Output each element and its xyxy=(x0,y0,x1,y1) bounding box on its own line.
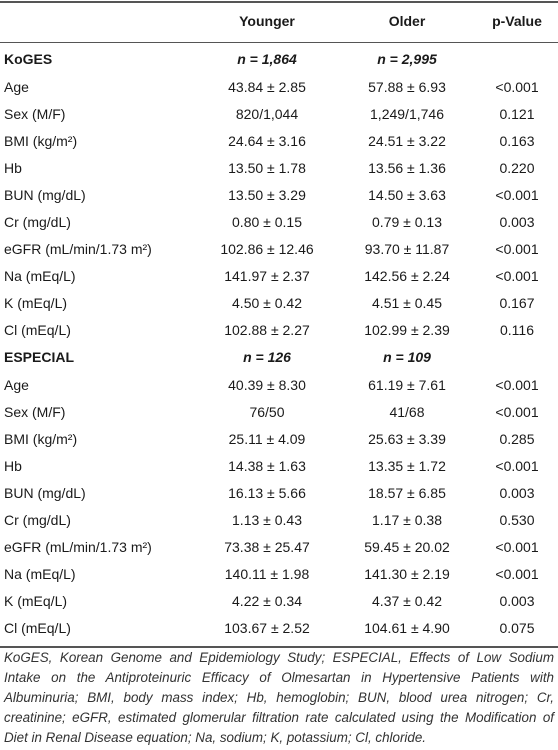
cell-value: 25.11 ± 4.09 xyxy=(228,431,306,447)
cell-value: 141.97 ± 2.37 xyxy=(224,268,310,284)
header-rule xyxy=(0,42,558,43)
row-label: BUN (mg/dL) xyxy=(4,187,86,203)
row-label: BMI (kg/m²) xyxy=(4,133,78,149)
row-label: BMI (kg/m²) xyxy=(4,431,78,447)
p-value: 0.003 xyxy=(499,485,535,501)
bottom-rule xyxy=(0,646,558,648)
cell-value: 4.50 ± 0.42 xyxy=(232,295,302,311)
cell-value: 14.50 ± 3.63 xyxy=(368,187,446,203)
row-label: BUN (mg/dL) xyxy=(4,485,86,501)
row-label: K (mEq/L) xyxy=(4,593,68,609)
group-size: n = 2,995 xyxy=(377,51,437,67)
row-label: Na (mEq/L) xyxy=(4,268,76,284)
row-label: Hb xyxy=(4,458,22,474)
cell-value: 13.35 ± 1.72 xyxy=(368,458,446,474)
cell-value: 59.45 ± 20.02 xyxy=(364,539,450,555)
row-label: K (mEq/L) xyxy=(4,295,68,311)
p-value: <0.001 xyxy=(495,458,539,474)
group-size: n = 126 xyxy=(243,349,291,365)
column-header: Younger xyxy=(239,13,295,29)
p-value: 0.530 xyxy=(499,512,535,528)
p-value: <0.001 xyxy=(495,268,539,284)
row-label: Sex (M/F) xyxy=(4,404,66,420)
cell-value: 14.38 ± 1.63 xyxy=(228,458,306,474)
cell-value: 0.80 ± 0.15 xyxy=(232,214,302,230)
p-value: 0.163 xyxy=(499,133,535,149)
cell-value: 102.86 ± 12.46 xyxy=(220,241,314,257)
p-value: <0.001 xyxy=(495,187,539,203)
row-label: Cl (mEq/L) xyxy=(4,322,71,338)
cell-value: 24.51 ± 3.22 xyxy=(368,133,446,149)
cell-value: 25.63 ± 3.39 xyxy=(368,431,446,447)
cell-value: 13.50 ± 1.78 xyxy=(228,160,306,176)
cell-value: 13.50 ± 3.29 xyxy=(228,187,306,203)
cell-value: 103.67 ± 2.52 xyxy=(224,620,310,636)
cell-value: 0.79 ± 0.13 xyxy=(372,214,442,230)
cell-value: 1,249/1,746 xyxy=(370,106,444,122)
cell-value: 76/50 xyxy=(249,404,285,420)
footnote: KoGES, Korean Genome and Epidemiology St… xyxy=(4,650,554,745)
p-value: <0.001 xyxy=(495,377,539,393)
row-label: eGFR (mL/min/1.73 m²) xyxy=(4,241,152,257)
row-label: Age xyxy=(4,79,29,95)
cell-value: 24.64 ± 3.16 xyxy=(228,133,306,149)
row-label: Age xyxy=(4,377,29,393)
row-label: Cr (mg/dL) xyxy=(4,512,71,528)
cell-value: 820/1,044 xyxy=(235,106,299,122)
cell-value: 104.61 ± 4.90 xyxy=(364,620,450,636)
cell-value: 1.13 ± 0.43 xyxy=(232,512,302,528)
row-label: Hb xyxy=(4,160,22,176)
p-value: 0.003 xyxy=(499,214,535,230)
row-label: eGFR (mL/min/1.73 m²) xyxy=(4,539,152,555)
p-value: 0.003 xyxy=(499,593,535,609)
p-value: <0.001 xyxy=(495,79,539,95)
group-size: n = 1,864 xyxy=(237,51,297,67)
row-label: Cl (mEq/L) xyxy=(4,620,71,636)
cell-value: 4.37 ± 0.42 xyxy=(372,593,442,609)
p-value: <0.001 xyxy=(495,404,539,420)
cell-value: 18.57 ± 6.85 xyxy=(368,485,446,501)
cell-value: 61.19 ± 7.61 xyxy=(368,377,446,393)
cell-value: 43.84 ± 2.85 xyxy=(228,79,306,95)
group-size: n = 109 xyxy=(383,349,431,365)
section-label: ESPECIAL xyxy=(4,349,75,365)
p-value: 0.075 xyxy=(499,620,535,636)
p-value: <0.001 xyxy=(495,539,539,555)
cell-value: 102.99 ± 2.39 xyxy=(364,322,450,338)
cell-value: 40.39 ± 8.30 xyxy=(228,377,306,393)
column-header: Older xyxy=(388,13,426,29)
cell-value: 4.51 ± 0.45 xyxy=(372,295,442,311)
cell-value: 1.17 ± 0.38 xyxy=(372,512,442,528)
p-value: 0.121 xyxy=(499,106,535,122)
cell-value: 16.13 ± 5.66 xyxy=(228,485,306,501)
top-rule xyxy=(0,1,558,3)
cell-value: 141.30 ± 2.19 xyxy=(364,566,450,582)
section-label: KoGES xyxy=(4,51,53,67)
p-value: <0.001 xyxy=(495,566,539,582)
row-label: Na (mEq/L) xyxy=(4,566,76,582)
p-value: <0.001 xyxy=(495,241,539,257)
p-value: 0.220 xyxy=(499,160,535,176)
p-value: 0.167 xyxy=(499,295,535,311)
cell-value: 93.70 ± 11.87 xyxy=(364,241,450,257)
cell-value: 13.56 ± 1.36 xyxy=(368,160,446,176)
column-header: p-Value xyxy=(492,13,542,29)
cell-value: 57.88 ± 6.93 xyxy=(368,79,446,95)
cell-value: 41/68 xyxy=(389,404,425,420)
cell-value: 73.38 ± 25.47 xyxy=(224,539,310,555)
cell-value: 140.11 ± 1.98 xyxy=(224,566,310,582)
cell-value: 4.22 ± 0.34 xyxy=(232,593,302,609)
p-value: 0.116 xyxy=(500,322,534,338)
cell-value: 142.56 ± 2.24 xyxy=(364,268,450,284)
row-label: Sex (M/F) xyxy=(4,106,66,122)
p-value: 0.285 xyxy=(499,431,535,447)
cell-value: 102.88 ± 2.27 xyxy=(224,322,310,338)
row-label: Cr (mg/dL) xyxy=(4,214,71,230)
